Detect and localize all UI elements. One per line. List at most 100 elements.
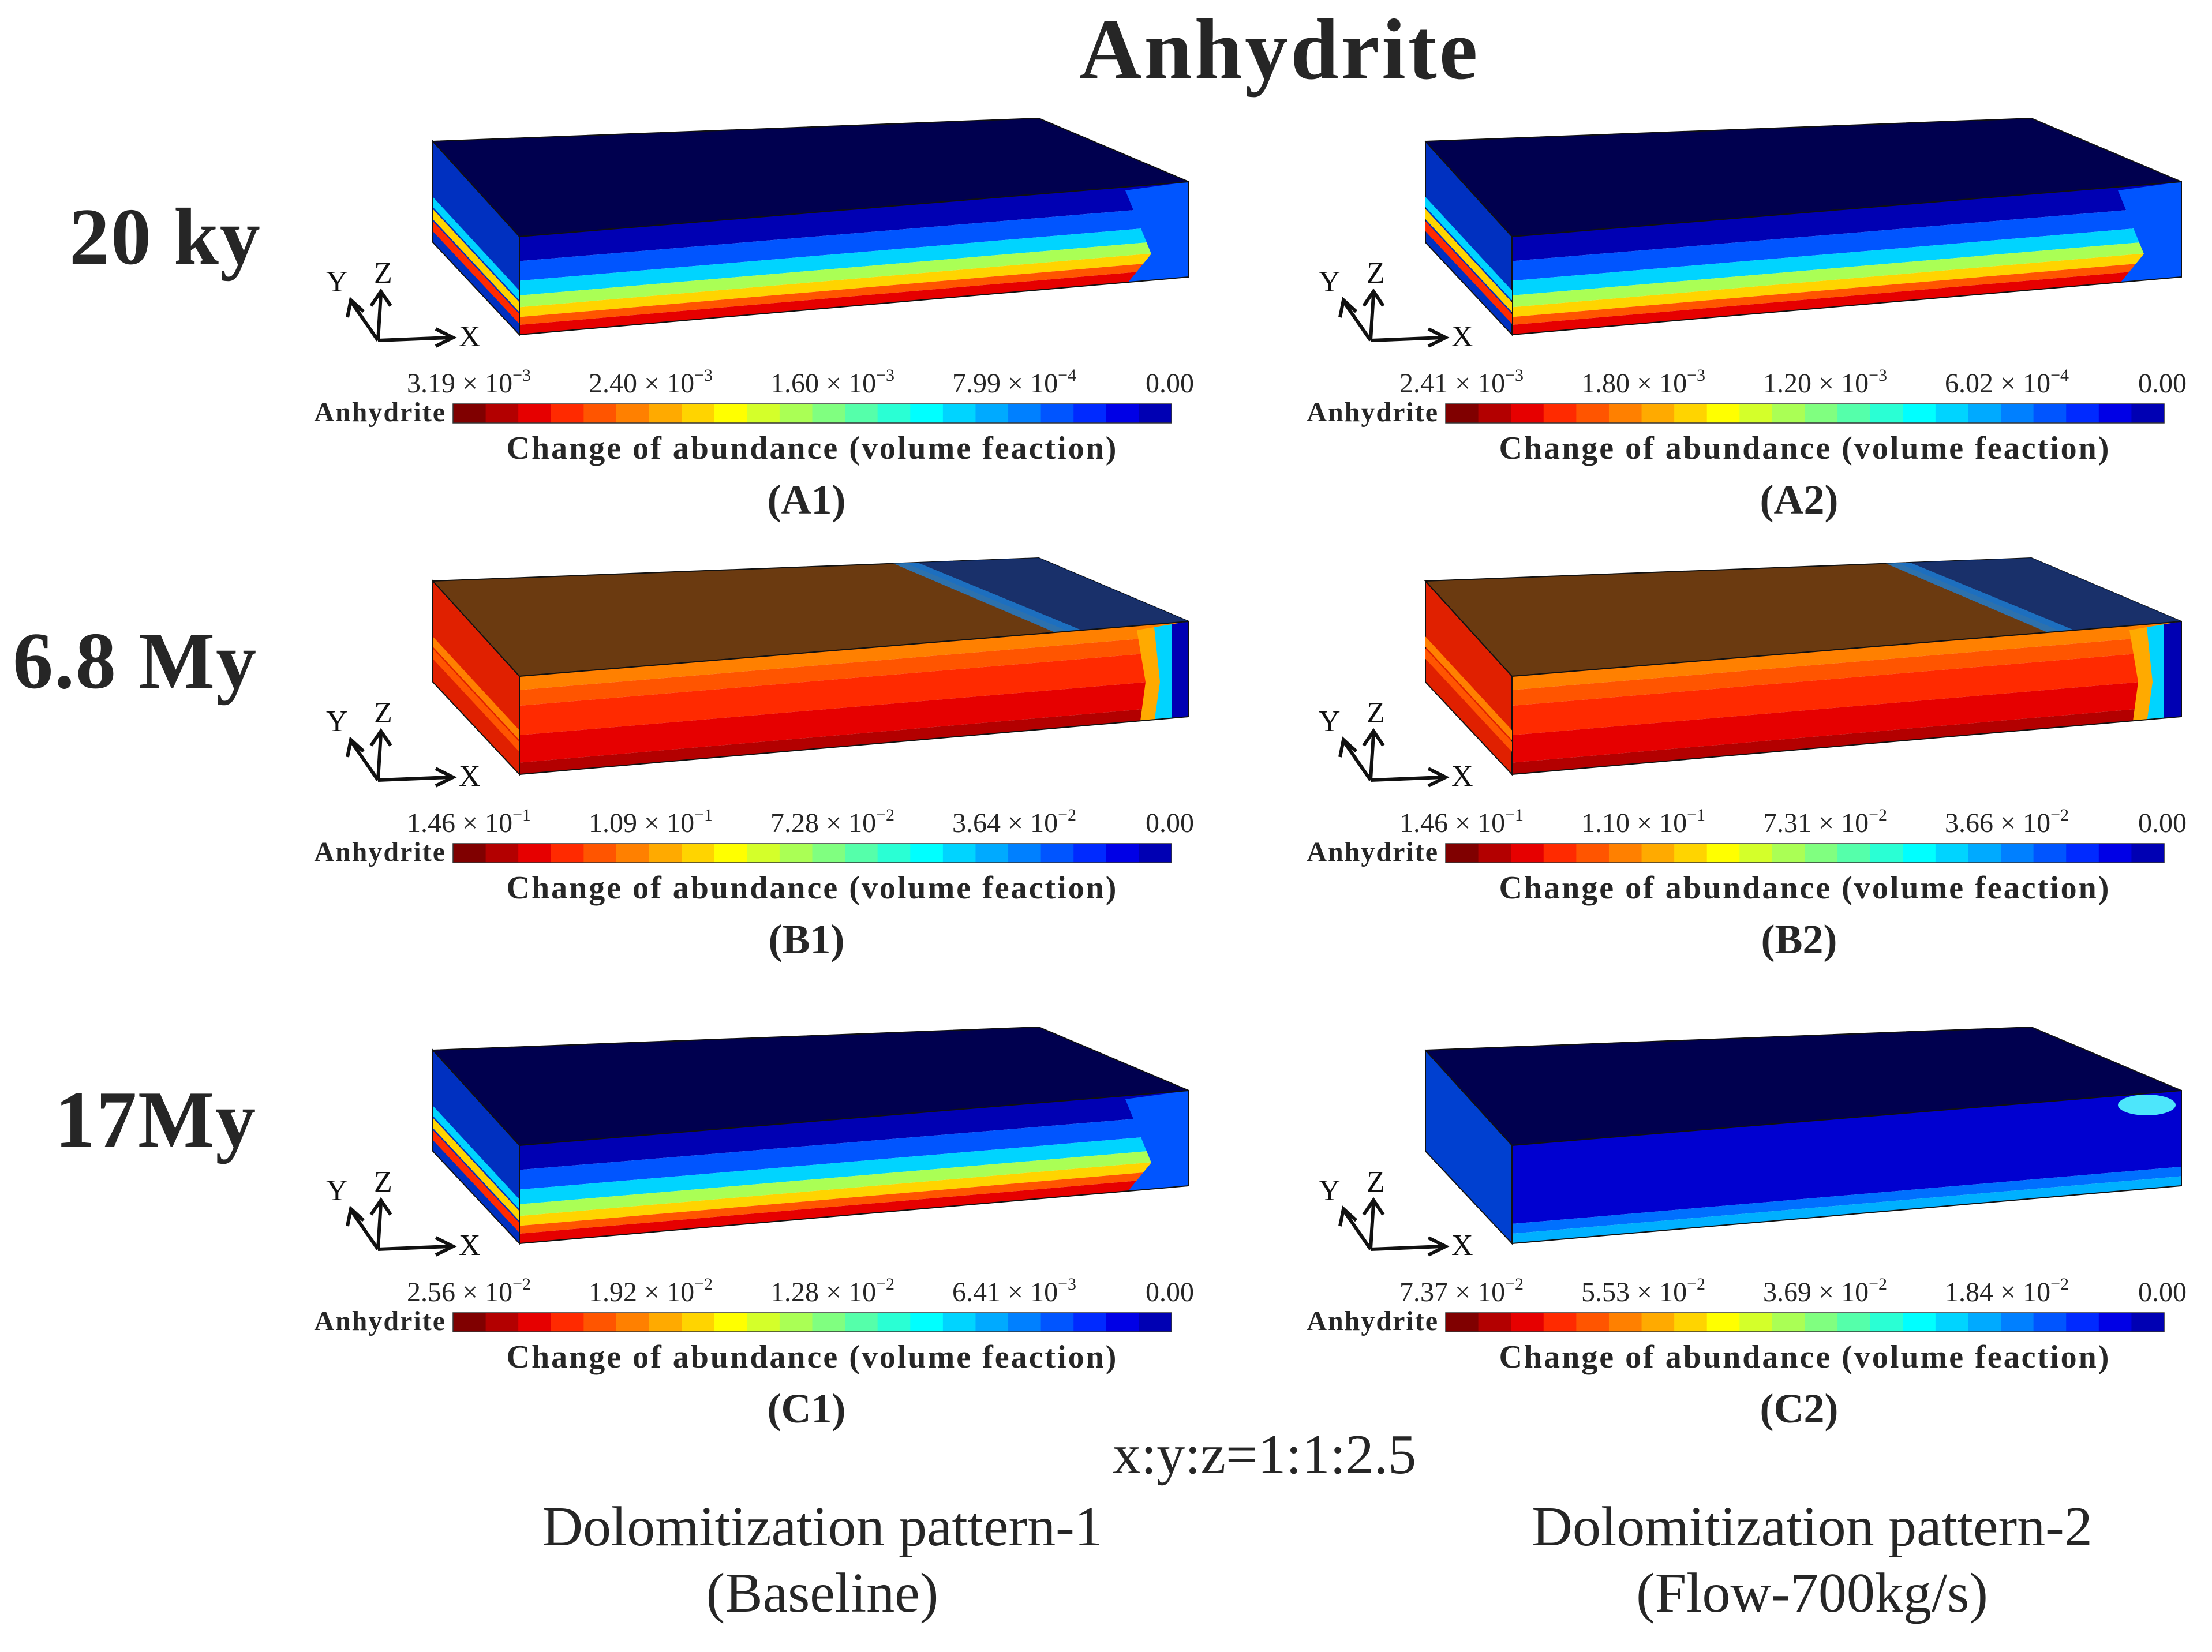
colorbar-swatch <box>2033 1313 2067 1332</box>
colorbar-swatch <box>1968 844 2001 863</box>
colorbar-tick-exponent: −2 <box>876 1275 894 1294</box>
plume-blue <box>1125 182 1189 286</box>
block-front-face <box>519 182 1189 335</box>
colorbar-swatch <box>1903 1313 1936 1332</box>
colorbar-swatch <box>1446 844 1479 863</box>
side-face-band <box>1425 209 1512 312</box>
colorbar-swatch <box>714 1313 747 1332</box>
colorbar-swatch <box>975 1313 1009 1332</box>
colorbar-swatch <box>1641 404 1675 423</box>
colorbar-swatch <box>583 404 617 423</box>
colorbar-swatch <box>910 1313 944 1332</box>
top-face-cyan-band <box>1886 563 2075 632</box>
plume-blue <box>2118 182 2181 286</box>
colorbar-swatch <box>1674 1313 1708 1332</box>
axis-z-label: Z <box>1367 1166 1385 1198</box>
colorbar-tick-label: 0.00 <box>2138 808 2187 838</box>
axis-y-label: Y <box>326 705 348 738</box>
colorbar-tick-label: 2.40 × 10−3 <box>589 366 713 399</box>
colorbar-tick-label: 1.46 × 10−1 <box>407 806 531 838</box>
colorbar-swatch <box>1805 404 1838 423</box>
colorbar-swatch <box>1706 844 1740 863</box>
colorbar-swatch <box>1446 404 1479 423</box>
colorbar-tick-label: 7.31 × 10−2 <box>1763 806 1887 838</box>
colorbar-swatch <box>942 844 976 863</box>
colorbar-swatch <box>1446 1313 1479 1332</box>
aspect-ratio-label: x:y:z=1:1:2.5 <box>1113 1424 1417 1486</box>
colorbar-swatch <box>1805 1313 1838 1332</box>
axis-y-label: Y <box>1319 265 1341 298</box>
side-face-band <box>433 197 519 301</box>
block-front-face <box>519 621 1189 774</box>
colorbar <box>1445 403 2165 424</box>
axis-triad: X ZY <box>326 1166 481 1262</box>
colorbar-tick-exponent: −1 <box>1687 806 1705 825</box>
colorbar-label: Anhydrite <box>314 837 446 867</box>
colorbar-tick-exponent: −2 <box>1687 1275 1705 1294</box>
pattern-2-title: Dolomitization pattern-2 <box>1532 1496 2093 1558</box>
colorbar-swatch <box>1106 404 1140 423</box>
colorbar-swatch <box>1739 1313 1773 1332</box>
colorbar-swatch <box>583 1313 617 1332</box>
colorbar-tick-exponent: −3 <box>1058 1275 1076 1294</box>
colorbar-tick-label: 1.84 × 10−2 <box>1945 1275 2069 1308</box>
colorbar-swatch <box>1576 404 1610 423</box>
colorbar-swatch <box>1040 844 1074 863</box>
colorbar-swatch <box>1040 1313 1074 1332</box>
colorbar-swatch <box>551 1313 584 1332</box>
colorbar-swatch <box>714 404 747 423</box>
colorbar-swatch <box>779 844 813 863</box>
colorbar-tick-label: 1.92 × 10−2 <box>589 1275 713 1308</box>
colorbar-caption: Change of abundance (volume feaction) <box>507 430 1118 466</box>
colorbar-swatch <box>1706 404 1740 423</box>
axis-z-label: Z <box>374 1166 392 1198</box>
colorbar-tick-label: 3.19 × 10−3 <box>407 366 531 399</box>
colorbar-swatch <box>485 844 519 863</box>
colorbar-tick-exponent: −2 <box>694 1275 713 1294</box>
colorbar-swatch <box>518 404 552 423</box>
panel-label: (C2) <box>1760 1385 1839 1432</box>
colorbar-swatch <box>1478 404 1511 423</box>
panel-label: (B1) <box>769 916 845 962</box>
colorbar-swatch <box>1073 1313 1107 1332</box>
plume-cyan <box>2118 1095 2176 1115</box>
colorbar-swatch <box>1641 844 1675 863</box>
colorbar-tick-label: 3.69 × 10−2 <box>1763 1275 1887 1308</box>
colorbar-label: Anhydrite <box>314 397 446 428</box>
colorbar-tick-exponent: −1 <box>512 806 531 825</box>
colorbar-swatch <box>1772 1313 1806 1332</box>
colorbar-swatch <box>1040 404 1074 423</box>
colorbar-label: Anhydrite <box>1307 397 1439 428</box>
plume-blue <box>1125 1091 1189 1194</box>
colorbar-swatch <box>747 844 780 863</box>
colorbar-swatch <box>1073 404 1107 423</box>
pattern-2-subtitle: (Flow-700kg/s) <box>1636 1562 1988 1624</box>
colorbar-tick-label: 3.64 × 10−2 <box>952 806 1076 838</box>
colorbar-swatch <box>682 404 715 423</box>
colorbar-swatch <box>1608 844 1642 863</box>
colorbar-swatch <box>649 404 682 423</box>
panel-label: (B2) <box>1761 916 1837 962</box>
colorbar-swatch <box>845 844 878 863</box>
colorbar-swatch <box>682 844 715 863</box>
colorbar-swatch <box>2033 844 2067 863</box>
colorbar-swatch <box>910 844 944 863</box>
colorbar-swatch <box>1870 844 1903 863</box>
colorbar <box>452 1312 1172 1332</box>
colorbar-swatch <box>1968 404 2001 423</box>
colorbar-swatch <box>975 404 1009 423</box>
colorbar-swatch <box>1478 844 1511 863</box>
colorbar-tick-exponent: −4 <box>2050 366 2069 385</box>
colorbar-tick-exponent: −1 <box>1505 806 1524 825</box>
colorbar-swatch <box>975 844 1009 863</box>
colorbar-tick-label: 0.00 <box>2138 368 2187 399</box>
colorbar-tick-label: 0.00 <box>2138 1277 2187 1308</box>
colorbar-tick-exponent: −2 <box>876 806 894 825</box>
side-face-band <box>433 209 519 312</box>
colorbar-swatch <box>1139 404 1172 423</box>
axis-x-label: X <box>1451 1229 1473 1262</box>
side-face-band <box>1425 197 1512 301</box>
axis-z-label: Z <box>374 257 392 290</box>
